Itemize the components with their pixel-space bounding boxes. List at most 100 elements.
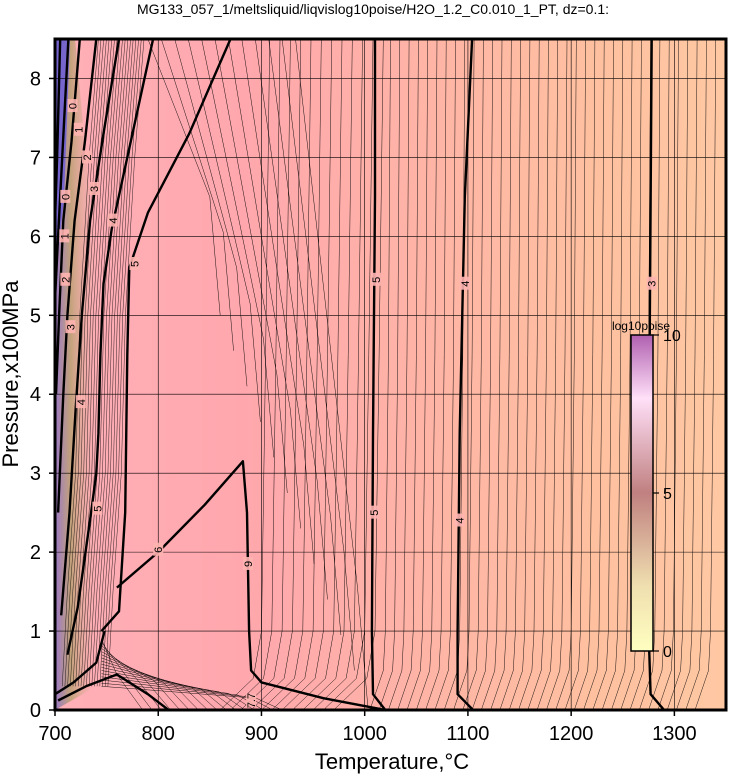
contour-label-bg: [75, 395, 86, 409]
thin-contour: [201, 39, 275, 458]
contour-label-bg: [65, 320, 76, 334]
contour-label: 2: [82, 154, 94, 160]
thin-contour: [101, 660, 208, 710]
y-tick-label: 2: [30, 542, 41, 564]
y-tick-label: 4: [30, 384, 41, 406]
y-axis-label: Pressure,x100MPa: [0, 280, 23, 468]
colorbar-ticks: 0 5 10: [653, 328, 681, 661]
thin-contour: [101, 657, 199, 710]
thick-contour: [60, 39, 121, 616]
contour-label: 9: [243, 561, 255, 567]
contour-label: 5: [92, 506, 104, 512]
thin-contour: [255, 39, 328, 600]
contour-label-bg: [246, 693, 257, 707]
contour-label: 3: [647, 281, 659, 287]
gridlines: [55, 39, 726, 710]
contour-label: 0: [68, 103, 80, 109]
contour-label: 4: [76, 399, 88, 405]
thin-contour: [147, 39, 221, 316]
contour-label: 4: [460, 281, 472, 287]
contour-label-bg: [59, 229, 70, 243]
thick-contour: [66, 39, 155, 655]
colorbar-title: log10poise: [612, 319, 670, 333]
contour-label: 5: [371, 277, 383, 283]
thick-contour: [55, 39, 70, 300]
thin-contour: [101, 651, 181, 710]
thin-contour: [214, 39, 288, 493]
contour-label-bg: [60, 272, 71, 286]
contour-label-bg: [153, 542, 164, 556]
contour-label: 4: [455, 517, 467, 523]
y-tick-label: 3: [30, 463, 41, 485]
thick-contour: [100, 39, 232, 632]
thin-contour: [228, 39, 301, 529]
x-axis-ticks: 700 800 900 1000 1100 1200 1300: [38, 710, 697, 745]
contour-label: 3: [65, 324, 77, 330]
contour-label: 5: [369, 510, 381, 516]
x-tick-label: 1100: [446, 723, 489, 745]
colorbar-tick-label: 5: [663, 486, 672, 503]
x-tick-label: 800: [142, 723, 175, 745]
plot-frame: [53, 37, 728, 712]
x-tick-label: 1200: [549, 723, 594, 745]
thick-contour: [57, 673, 170, 710]
contour-label: 4: [108, 218, 120, 224]
contour-label-bg: [60, 189, 71, 203]
x-axis-label: Temperature,°C: [315, 749, 469, 774]
contour-label: 5: [129, 261, 141, 267]
y-tick-label: 0: [30, 700, 41, 722]
thick-contour: [116, 460, 386, 710]
contour-label: 0: [60, 194, 72, 200]
y-tick-label: 8: [30, 68, 41, 90]
thin-contour: [101, 654, 190, 710]
contour-label: 2: [60, 277, 72, 283]
x-tick-label: 900: [245, 723, 278, 745]
contour-label-bg: [73, 122, 84, 136]
contour-label: 1: [74, 127, 86, 133]
y-tick-label: 5: [30, 305, 41, 327]
contour-label-bg: [371, 272, 382, 286]
chart-title: MG133_057_1/meltsliquid/liqvislog10poise…: [137, 1, 609, 17]
colorbar: log10poise 0 5 10: [612, 319, 681, 661]
thin-contour: [161, 39, 234, 351]
contour-label-bg: [82, 150, 93, 164]
thick-contour: [370, 39, 387, 710]
thin-contour: [268, 39, 342, 636]
heatmap-background: [55, 39, 726, 710]
contour-label-bg: [89, 181, 100, 195]
x-tick-label: 1300: [652, 723, 697, 745]
thin-contour: [101, 686, 283, 710]
x-tick-label: 700: [38, 723, 71, 745]
y-axis-ticks: 0 1 2 3 4 5 6 7 8: [30, 68, 55, 722]
contour-label-bg: [454, 513, 465, 527]
contour-label: 7.7: [246, 693, 258, 708]
contour-label-bg: [646, 276, 657, 290]
colorbar-gradient: [630, 334, 654, 652]
contour-label-bg: [92, 501, 103, 515]
thin-contour: [101, 673, 246, 710]
thin-contour: [241, 39, 315, 565]
contour-label-bg: [67, 99, 78, 113]
contour-label-bg: [107, 213, 118, 227]
contour-label: 6: [153, 547, 165, 553]
thin-contour: [101, 648, 171, 710]
thin-contour: [295, 39, 369, 707]
contour-label-bg: [368, 505, 379, 519]
thick-contour: [56, 39, 98, 513]
contour-labels: 5 4 3 5 4 9 6 5 4 3 2 1 0 3 4 5 2 1 0 7.7: [59, 99, 659, 708]
y-tick-label: 7: [30, 147, 41, 169]
colorbar-tick-label: 0: [663, 644, 672, 661]
thin-contour: [174, 39, 248, 387]
thin-contour: [187, 39, 261, 422]
contour-label-bg: [129, 256, 140, 270]
x-tick-label: 1000: [342, 723, 387, 745]
contour-label-bg: [243, 556, 254, 570]
y-tick-label: 6: [30, 226, 41, 248]
thin-contour: [101, 676, 255, 710]
contour-label: 1: [59, 233, 71, 239]
contour-label-bg: [459, 276, 470, 290]
y-tick-label: 1: [30, 621, 41, 643]
